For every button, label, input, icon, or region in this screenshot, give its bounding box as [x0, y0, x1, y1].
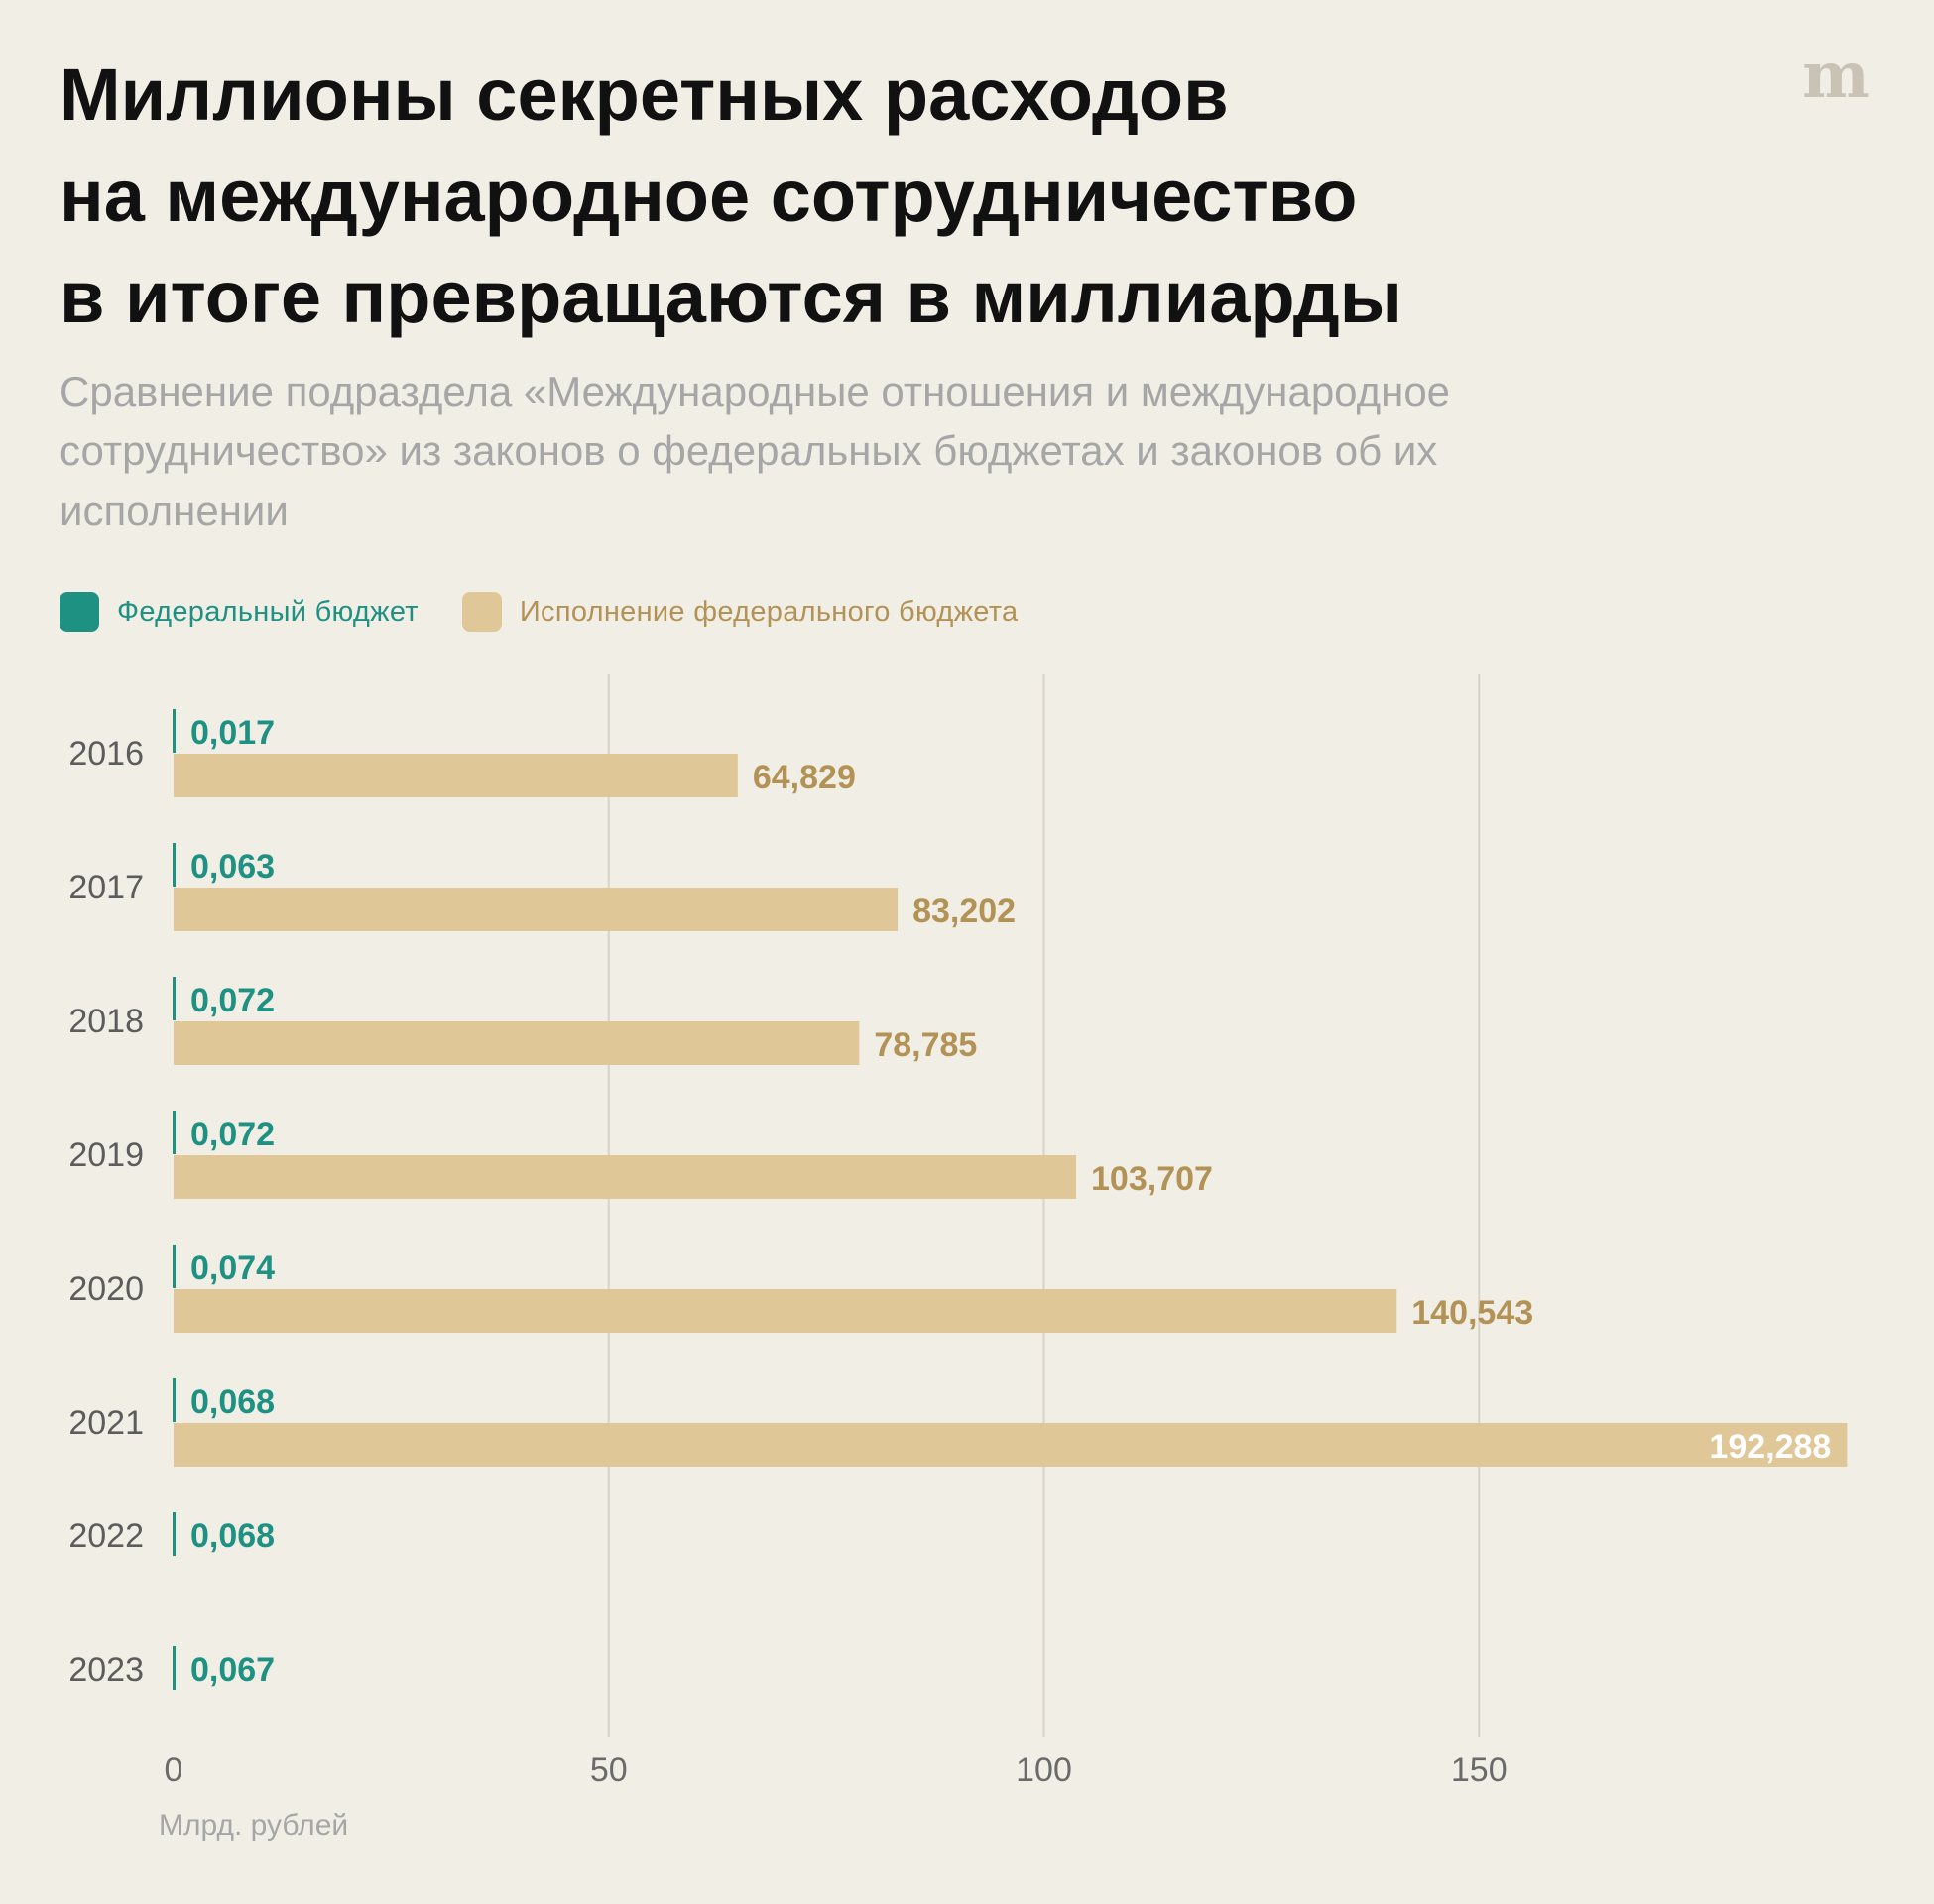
legend-label-execution: Исполнение федерального бюджета [519, 595, 1019, 628]
budget-bar-2016 [173, 709, 176, 753]
execution-value-2017: 83,202 [912, 892, 1016, 930]
execution-bar-2021 [174, 1423, 1848, 1467]
legend: Федеральный бюджет Исполнение федерально… [60, 592, 1061, 632]
x-tick-label-0: 0 [165, 1751, 183, 1789]
svg-text:m: m [1802, 52, 1870, 107]
execution-bar-2017 [174, 888, 899, 931]
budget-value-2018: 0,072 [190, 982, 275, 1019]
year-label-2021: 2021 [68, 1404, 144, 1442]
execution-value-2018: 78,785 [874, 1026, 977, 1064]
budget-bar-2020 [173, 1245, 176, 1288]
budget-value-2019: 0,072 [190, 1116, 275, 1153]
chart-title: Миллионы секретных расходов на междунаро… [60, 45, 1746, 348]
x-axis-label: Млрд. рублей [159, 1809, 348, 1842]
budget-value-2016: 0,017 [190, 714, 275, 752]
year-label-2020: 2020 [68, 1270, 144, 1308]
execution-value-2020: 140,543 [1411, 1294, 1533, 1332]
budget-value-2021: 0,068 [190, 1383, 275, 1421]
budget-bar-2023 [173, 1646, 176, 1690]
year-label-2016: 2016 [68, 735, 144, 773]
title-line-1: Миллионы секретных расходов [60, 54, 1229, 136]
budget-value-2022: 0,068 [190, 1517, 275, 1555]
execution-value-2019: 103,707 [1091, 1160, 1213, 1198]
budget-bar-2019 [173, 1111, 176, 1154]
execution-bar-2020 [174, 1289, 1397, 1333]
year-label-2022: 2022 [68, 1517, 144, 1555]
execution-bar-2019 [174, 1155, 1077, 1199]
budget-bar-2018 [173, 977, 176, 1020]
budget-bar-2017 [173, 843, 176, 887]
x-tick-label-100: 100 [1016, 1751, 1072, 1789]
execution-value-2016: 64,829 [753, 759, 856, 796]
execution-bar-2018 [174, 1021, 860, 1065]
legend-swatch-execution [461, 592, 502, 632]
title-line-2: на международное сотрудничество [60, 155, 1358, 237]
legend-item-execution: Исполнение федерального бюджета [461, 592, 1019, 632]
year-label-2018: 2018 [68, 1003, 144, 1040]
bar-chart: 0 50 100 150 Млрд. рублей 2016 0,017 64,829 2017… [68, 674, 1848, 1842]
year-label-2019: 2019 [68, 1136, 144, 1174]
year-label-2017: 2017 [68, 869, 144, 906]
execution-value-2021: 192,288 [1709, 1428, 1831, 1466]
execution-bar-2016 [174, 754, 738, 797]
chart-subtitle: Сравнение подраздела «Международные отно… [60, 368, 1451, 534]
x-tick-label-50: 50 [590, 1751, 628, 1789]
legend-swatch-budget [60, 592, 99, 632]
budget-value-2023: 0,067 [190, 1651, 275, 1689]
title-line-3: в итоге превращаются в миллиарды [60, 256, 1402, 338]
year-label-2023: 2023 [68, 1651, 144, 1689]
budget-bar-2022 [173, 1512, 176, 1556]
legend-label-budget: Федеральный бюджет [117, 595, 419, 628]
budget-value-2017: 0,063 [190, 848, 275, 886]
legend-item-budget: Федеральный бюджет [60, 592, 419, 632]
meduza-logo-icon: m [1799, 39, 1873, 113]
budget-bar-2021 [173, 1378, 176, 1422]
x-tick-label-150: 150 [1451, 1751, 1508, 1789]
budget-value-2020: 0,074 [190, 1250, 275, 1287]
